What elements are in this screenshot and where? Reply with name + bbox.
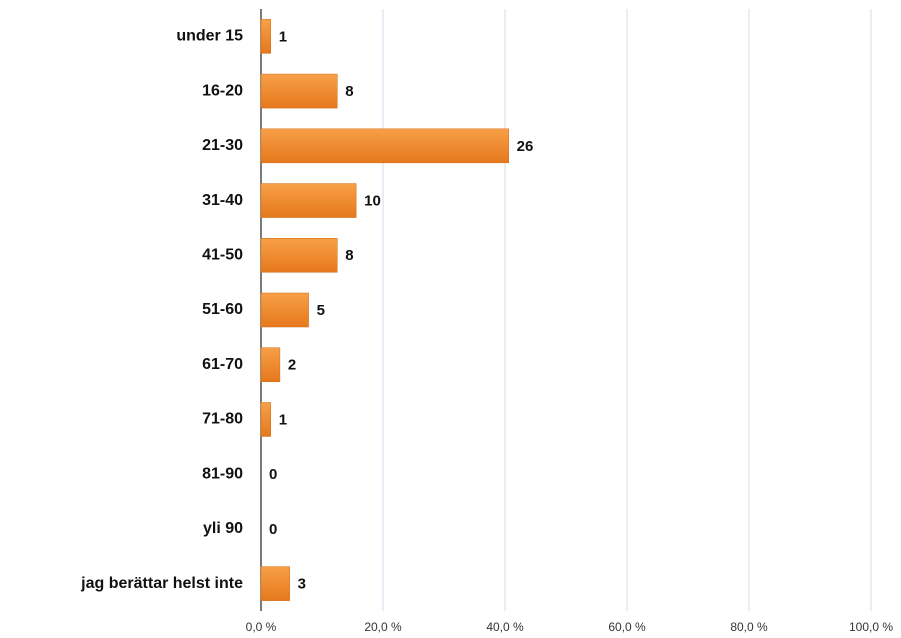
x-tick-label: 0,0 % [246, 620, 277, 634]
x-tick-label: 20,0 % [364, 620, 402, 634]
bar [260, 292, 309, 328]
y-tick-label: 81-90 [202, 465, 243, 482]
data-label: 0 [269, 466, 277, 483]
data-label: 5 [317, 302, 325, 319]
data-label: 2 [288, 357, 296, 374]
x-tick-label: 80,0 % [730, 620, 768, 634]
y-tick-label: 71-80 [202, 411, 243, 428]
y-tick-label: 51-60 [202, 301, 243, 318]
y-tick-label: 16-20 [202, 82, 243, 99]
bar [260, 402, 272, 437]
data-label: 8 [345, 247, 353, 264]
data-label: 1 [279, 28, 287, 45]
bar [260, 128, 509, 164]
data-label: 10 [364, 193, 381, 210]
data-label: 1 [279, 411, 287, 428]
y-tick-label: 61-70 [202, 356, 243, 373]
bar [260, 238, 338, 273]
y-tick-label: 31-40 [202, 192, 243, 209]
data-label: 0 [269, 521, 277, 538]
data-label: 3 [298, 576, 306, 593]
data-label: 26 [517, 138, 534, 155]
x-tick-label: 40,0 % [486, 620, 524, 634]
data-label: 8 [345, 83, 353, 100]
bar [260, 73, 338, 109]
bar [260, 566, 290, 601]
bar [260, 183, 357, 218]
y-tick-label: under 15 [176, 28, 243, 45]
bar [260, 19, 272, 54]
x-tick-label: 100,0 % [849, 620, 893, 634]
y-tick-label: yli 90 [203, 520, 243, 537]
y-tick-label: 21-30 [202, 137, 243, 154]
y-tick-label: 41-50 [202, 246, 243, 263]
y-tick-label: jag berättar helst inte [80, 575, 243, 592]
bar [260, 347, 281, 382]
x-tick-label: 60,0 % [608, 620, 646, 634]
